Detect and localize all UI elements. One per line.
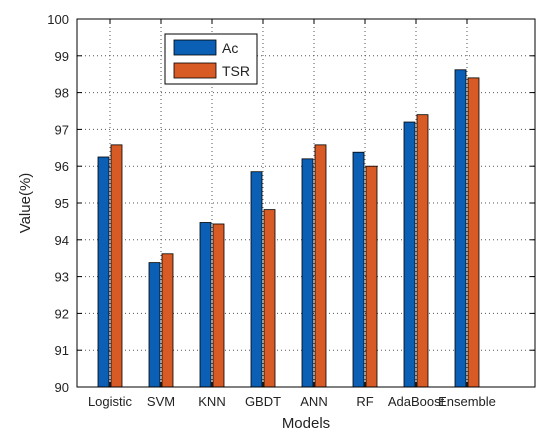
x-tick-label-svm: SVM: [147, 394, 175, 409]
bar-ac-svm: [148, 262, 161, 388]
x-tick-label-ann: ANN: [300, 394, 327, 409]
bar-ac-knn: [199, 222, 212, 388]
legend-label-tsr: TSR: [222, 63, 250, 79]
bar-ac-ensemble: [454, 69, 467, 388]
x-tick-label-logistic: Logistic: [88, 394, 133, 409]
x-tick-label-ensemble: Ensemble: [438, 394, 496, 409]
y-tick-label: 90: [55, 380, 69, 395]
y-tick-label: 97: [55, 122, 69, 137]
bars: [97, 69, 480, 388]
y-tick-label: 95: [55, 196, 69, 211]
y-tick-label: 100: [47, 12, 69, 27]
bar-ac-ann: [301, 158, 314, 388]
y-tick-label: 92: [55, 306, 69, 321]
y-axis-label: Value(%): [17, 173, 34, 234]
bar-tsr-ann: [314, 144, 327, 388]
y-tick-label: 98: [55, 86, 69, 101]
bar-ac-rf: [352, 151, 365, 388]
y-tick-label: 91: [55, 343, 69, 358]
y-tick-label: 96: [55, 159, 69, 174]
bar-tsr-svm: [161, 253, 174, 388]
ticks: 90 91 92 93 94 95 96 97 98 99 100 Logistic SVM KNN GBD…: [47, 12, 535, 409]
x-tick-label-rf: RF: [356, 394, 373, 409]
bar-tsr-rf: [365, 165, 378, 388]
legend: Ac TSR: [164, 33, 258, 85]
x-tick-label-adaboost: AdaBoost: [388, 394, 445, 409]
y-tick-label: 93: [55, 270, 69, 285]
x-tick-label-knn: KNN: [198, 394, 225, 409]
bar-ac-logistic: [97, 156, 110, 388]
legend-swatch-tsr: [173, 62, 217, 79]
bar-tsr-knn: [212, 223, 225, 388]
bar-tsr-ensemble: [467, 77, 480, 388]
legend-label-ac: Ac: [222, 40, 238, 56]
bar-ac-adaboost: [403, 121, 416, 388]
y-tick-label: 94: [55, 233, 69, 248]
bar-tsr-adaboost: [416, 114, 429, 388]
bar-tsr-gbdt: [263, 209, 276, 388]
x-axis-label: Models: [282, 415, 330, 432]
bar-ac-gbdt: [250, 171, 263, 388]
y-tick-label: 99: [55, 49, 69, 64]
x-tick-label-gbdt: GBDT: [245, 394, 281, 409]
legend-swatch-ac: [173, 39, 217, 56]
bar-tsr-logistic: [110, 144, 123, 388]
